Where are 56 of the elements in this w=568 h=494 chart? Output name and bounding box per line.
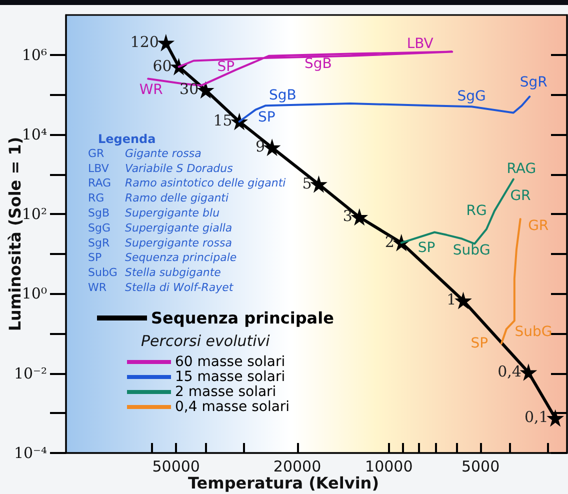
text: RAG Ramo asintotico delle giganti: [88, 176, 286, 190]
x-tick-label: 10000: [365, 458, 413, 476]
annotation: RAG: [506, 161, 536, 178]
legend-label: 2 masse solari: [175, 384, 276, 400]
annotation: Legenda: [98, 132, 156, 146]
annotation: SgG: [457, 88, 486, 105]
legend-label: 60 masse solari: [175, 354, 286, 370]
x-tick-label: 20000: [273, 458, 322, 476]
y-tick-label: 10²: [22, 205, 47, 224]
annotation: GR: [510, 188, 532, 204]
text: LBV Variabile S Doradus: [88, 162, 233, 175]
annotation: 15: [213, 112, 232, 130]
annotation: 9: [256, 138, 266, 156]
annotation: 5: [302, 174, 312, 192]
annotation: SP: [217, 58, 235, 75]
annotation: 0,1: [524, 408, 548, 426]
annotation: 1: [446, 290, 456, 309]
text: SP Sequenza principale: [88, 251, 237, 264]
text: SgB Supergigante blu: [88, 206, 220, 220]
legend-title: Percorsi evolutivi: [141, 332, 271, 350]
annotation: 3: [342, 207, 352, 226]
legend-label: 0,4 masse solari: [175, 399, 290, 415]
annotation: SgB: [268, 88, 296, 104]
annotation: SP: [258, 110, 276, 126]
x-tick-label: 50000: [152, 458, 200, 476]
annotation: 0,4: [498, 362, 522, 380]
annotation: 120: [130, 32, 159, 51]
annotation: WR: [139, 82, 164, 98]
y-tick-label: 10⁰: [22, 284, 47, 303]
annotation: SgB: [304, 56, 332, 72]
y-tick-label: 10⁻⁴: [14, 444, 47, 462]
annotation: 2: [384, 232, 394, 251]
annotation: SubG Stella subgigante: [88, 266, 222, 280]
y-axis-title: Luminosità (Sole = 1): [6, 136, 24, 332]
x-axis-title: Temperatura (Kelvin): [188, 474, 379, 492]
annotation: 30: [180, 80, 199, 98]
y-tick-label: 10⁶: [22, 46, 47, 64]
legend-label: Sequenza principale: [151, 308, 334, 328]
x-tick-label: 5000: [461, 458, 500, 476]
text: SgR Supergigante rossa: [88, 236, 232, 250]
annotation: RG: [466, 203, 487, 220]
annotation: SP: [470, 336, 488, 352]
y-tick-label: 10⁻²: [14, 364, 47, 382]
text: WR Stella di Wolf-Rayet: [88, 281, 234, 294]
annotation: SubG: [514, 324, 552, 340]
annotation: LBV: [406, 36, 434, 52]
text: GR Gigante rossa: [88, 146, 202, 160]
annotation: SgR: [520, 74, 548, 91]
annotation: GR: [528, 218, 549, 234]
text: SgG Supergigante gialla: [88, 221, 232, 234]
annotation: 60: [152, 56, 172, 75]
annotation: SP: [418, 240, 436, 256]
y-tick-label: 10⁴: [22, 125, 47, 144]
text: RG Ramo delle giganti: [88, 192, 229, 205]
annotation: SubG: [452, 242, 490, 259]
legend-label: 15 masse solari: [175, 369, 286, 385]
